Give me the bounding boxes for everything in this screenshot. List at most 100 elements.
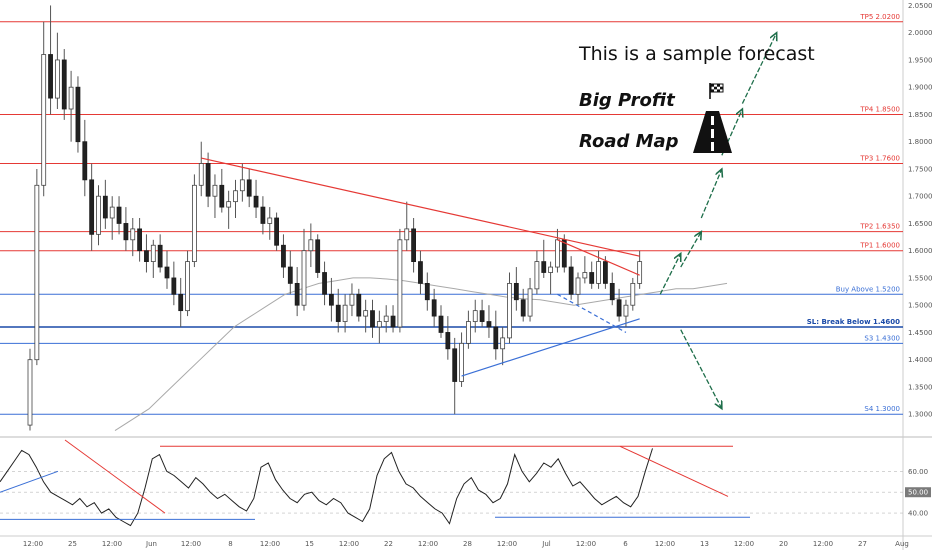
candle-body <box>89 179 95 235</box>
y-tick-label: 1.3500 <box>908 383 932 391</box>
trendline-recent-resistance <box>557 239 640 276</box>
candle-body <box>233 190 238 203</box>
candle-body <box>185 261 190 312</box>
candle <box>548 261 553 295</box>
forecast-arrow-up <box>741 33 776 104</box>
candle-body <box>370 310 375 328</box>
candle-body <box>239 179 245 192</box>
candle-body <box>198 163 204 186</box>
level-label: S4 1.3000 <box>864 405 900 413</box>
candle-body <box>55 59 60 99</box>
candle-body <box>41 54 47 186</box>
candle <box>445 316 451 360</box>
candle-body <box>205 163 211 197</box>
candle-body <box>541 261 547 273</box>
candle-body <box>493 326 499 350</box>
candle <box>322 261 327 306</box>
candle <box>301 228 307 311</box>
candle <box>102 179 108 229</box>
y-tick-label: 1.7000 <box>908 193 932 201</box>
candle-body <box>459 342 464 382</box>
brand-line-2: Road Map <box>579 131 679 152</box>
level-label: TP2 1.6350 <box>859 223 900 231</box>
x-tick-label: Aug <box>895 540 909 548</box>
forecast-title: This is a sample forecast <box>578 43 815 65</box>
level-label: TP5 2.0200 <box>859 13 900 21</box>
candle <box>68 70 74 142</box>
rsi-downtrend-right <box>619 445 729 497</box>
candle <box>137 218 143 262</box>
candle <box>493 310 499 360</box>
forecast-arrow-down <box>680 329 722 409</box>
rsi-tick-label: 60.00 <box>908 468 928 476</box>
candle <box>198 141 204 197</box>
candle <box>568 256 574 300</box>
candle-body <box>438 315 444 333</box>
rsi-uptrend-left <box>0 470 59 493</box>
candle <box>116 196 122 235</box>
y-tick-label: 1.7500 <box>908 165 932 173</box>
candle <box>452 337 458 415</box>
candle-body <box>424 282 430 301</box>
candle-body <box>520 299 526 317</box>
candle <box>260 196 266 235</box>
candle <box>178 277 184 327</box>
candle-body <box>294 282 300 306</box>
x-tick-label: 12:00 <box>260 540 280 548</box>
candle <box>637 250 643 289</box>
x-tick-label: 12:00 <box>418 540 438 548</box>
candle-body <box>34 184 40 361</box>
x-tick-label: 12:00 <box>102 540 122 548</box>
candle <box>479 299 485 327</box>
candle <box>96 185 101 246</box>
candle <box>513 267 519 311</box>
candle-body <box>328 293 334 306</box>
candle-body <box>383 315 389 322</box>
candle-body <box>609 282 615 301</box>
trendline-lower-support <box>461 318 640 377</box>
y-tick-label: 1.9500 <box>908 56 932 64</box>
candle-body <box>109 206 115 219</box>
x-tick-label: 12:00 <box>734 540 754 548</box>
candle-body <box>390 315 396 328</box>
candle <box>150 239 156 278</box>
candle <box>390 305 396 333</box>
candle-body <box>164 266 170 279</box>
rsi-line <box>0 448 653 527</box>
candle <box>267 207 273 240</box>
x-tick-label: 15 <box>305 540 314 548</box>
candle-body <box>287 266 293 284</box>
candle <box>616 288 622 322</box>
candle-body <box>48 54 53 99</box>
candle <box>609 272 615 306</box>
candle <box>589 261 595 289</box>
x-tick-label: Jul <box>541 540 551 548</box>
candle-body <box>555 239 560 268</box>
candle <box>630 277 636 311</box>
level-label: SL: Break Below 1.4600 <box>807 318 900 326</box>
candle-body <box>61 59 67 110</box>
candle-body <box>404 228 410 241</box>
trendline-upper-resistance <box>201 157 640 257</box>
x-tick-label: 25 <box>68 540 77 548</box>
candle-body <box>637 261 643 284</box>
candle-body <box>260 206 266 224</box>
y-tick-label: 1.6500 <box>908 220 932 228</box>
trendline-dashed-support <box>557 293 627 333</box>
candle <box>61 49 67 120</box>
candle <box>226 190 232 229</box>
x-tick-label: 27 <box>858 540 867 548</box>
candle-body <box>253 195 259 208</box>
candle-body <box>342 304 348 322</box>
candle <box>363 299 369 333</box>
candle <box>383 305 389 333</box>
candle <box>246 168 252 208</box>
candle <box>157 234 163 273</box>
level-label: TP3 1.7600 <box>859 155 900 163</box>
level-label: TP4 1.8500 <box>859 105 900 113</box>
y-tick-label: 1.8500 <box>908 111 932 119</box>
candle <box>253 179 259 218</box>
candle <box>431 288 437 327</box>
candle-body <box>335 304 341 322</box>
